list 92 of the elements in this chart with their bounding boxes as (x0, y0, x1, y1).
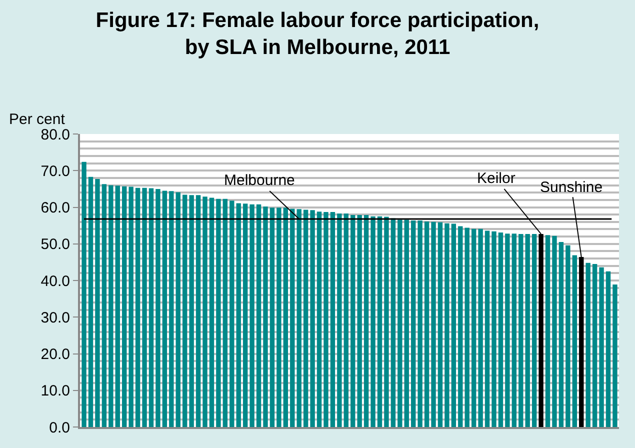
bar (182, 194, 188, 427)
bar (270, 208, 275, 427)
bar (418, 220, 422, 427)
bar (545, 235, 550, 427)
bar (344, 213, 348, 427)
bar (431, 222, 436, 427)
bar (337, 213, 342, 427)
chart-title: Figure 17: Female labour force participation, by SLA in Melbourne, 2011 (96, 8, 540, 60)
bar (303, 210, 308, 427)
bar (283, 208, 288, 427)
bar (384, 216, 389, 427)
bar (566, 245, 570, 427)
bar (148, 188, 154, 427)
bar (478, 228, 483, 427)
bar (216, 198, 221, 427)
bar (398, 220, 402, 427)
bar (176, 192, 180, 427)
y-tick-label: 20.0 (40, 346, 70, 363)
bar (518, 234, 524, 427)
bar (290, 208, 295, 427)
y-tick-label: 80.0 (40, 126, 70, 144)
bar (202, 196, 208, 427)
bar (128, 186, 134, 427)
bar (82, 162, 86, 427)
y-axis-title: Per cent (9, 111, 66, 128)
bar (316, 212, 322, 427)
bar (222, 198, 228, 427)
bar (196, 195, 201, 427)
bar (276, 208, 282, 427)
y-tick-label: 0.0 (49, 419, 70, 436)
bar (236, 203, 241, 427)
bar (263, 206, 268, 427)
bar (572, 255, 577, 427)
bar (532, 234, 537, 427)
bar (350, 214, 356, 427)
bar (156, 188, 160, 427)
bar (310, 210, 315, 427)
bar (169, 191, 174, 427)
bar (444, 223, 450, 427)
bar (592, 264, 598, 427)
bar (296, 209, 302, 427)
bar (606, 271, 611, 427)
y-tick-label: 30.0 (40, 309, 70, 326)
bar (102, 184, 107, 427)
bar (505, 234, 510, 427)
bar (492, 231, 496, 427)
bar (209, 198, 214, 427)
bar (115, 186, 120, 427)
y-tick-label: 70.0 (40, 162, 70, 180)
y-tick-label: 10.0 (40, 382, 70, 400)
bar (122, 186, 127, 427)
y-tick-label: 60.0 (40, 200, 70, 216)
bar (135, 188, 140, 427)
annotation: Sunshine (540, 179, 603, 196)
bar (586, 262, 590, 427)
bar (189, 195, 194, 427)
bar (410, 220, 416, 427)
bar (599, 267, 604, 427)
bar (370, 216, 376, 427)
bar (498, 232, 504, 427)
y-tick-label: 50.0 (40, 236, 70, 254)
bar (364, 214, 369, 427)
bar (438, 222, 443, 427)
bar (108, 185, 114, 427)
bar (512, 234, 517, 427)
bar (377, 216, 382, 427)
bar (95, 179, 100, 427)
bar (256, 204, 262, 427)
bar (404, 220, 409, 427)
bar (525, 234, 530, 427)
bar (88, 176, 94, 427)
bar (324, 212, 328, 427)
bar (390, 218, 396, 427)
bar (612, 284, 618, 427)
bar (471, 228, 476, 427)
bar (230, 200, 234, 427)
bar (357, 214, 362, 427)
bar (458, 226, 463, 427)
y-tick-label: 40.0 (40, 272, 70, 290)
bar (330, 212, 336, 427)
bar (484, 230, 490, 427)
bar (451, 224, 456, 427)
bar (552, 236, 557, 427)
bar (558, 242, 564, 427)
bar (464, 228, 470, 427)
bar (424, 222, 430, 427)
bar (250, 204, 254, 427)
ref-line-label: Melbourne (224, 172, 295, 189)
bar (242, 204, 248, 427)
bar (162, 190, 168, 427)
annotation: Keilor (477, 170, 516, 187)
bar (142, 188, 147, 427)
